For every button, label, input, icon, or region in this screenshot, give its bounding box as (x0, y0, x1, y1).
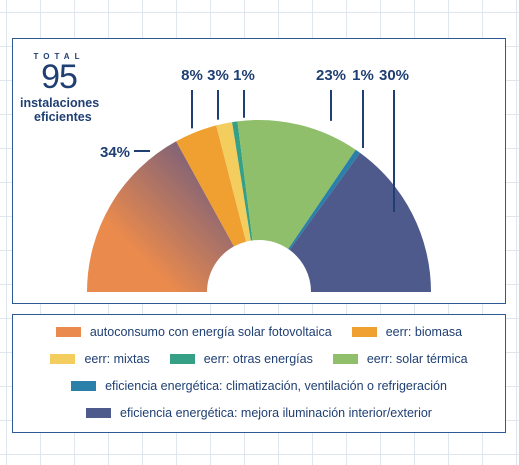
legend-item: autoconsumo con energía solar fotovoltai… (55, 325, 332, 339)
legend-swatch (71, 381, 97, 391)
legend-item: eerr: solar térmica (332, 352, 468, 366)
chart-value-labels: 34%8% 3% 1% 23% 1% 30% (100, 67, 409, 161)
legend-swatch (86, 408, 112, 418)
legend-item: eerr: otras energías (169, 352, 313, 366)
pie-slice (232, 121, 253, 241)
legend-item: eerr: mixtas (50, 352, 150, 366)
legend-label: eerr: otras energías (203, 352, 313, 366)
chart-legend: autoconsumo con energía solar fotovoltai… (12, 314, 506, 433)
legend-swatch (169, 354, 195, 364)
chart-leader-lines (134, 90, 395, 213)
chart-slices (87, 120, 431, 292)
total-count: 95 (41, 58, 78, 96)
legend-label: eerr: solar térmica (366, 352, 468, 366)
pie-slice (176, 125, 247, 247)
legend-swatch (351, 327, 377, 337)
pie-slice (216, 122, 251, 242)
legend-row-2: eerr: mixtas eerr: otras energías eerr: … (13, 352, 505, 366)
value-label: 30% (379, 67, 409, 84)
value-label: 23% (316, 67, 346, 84)
pie-slice (289, 152, 431, 292)
value-label: 8% (181, 67, 203, 84)
legend-label: autoconsumo con energía solar fotovoltai… (89, 325, 332, 339)
legend-swatch (55, 327, 81, 337)
legend-row-1: autoconsumo con energía solar fotovoltai… (13, 325, 505, 339)
value-label: 1% (352, 67, 374, 84)
legend-label: eerr: mixtas (84, 352, 150, 366)
pie-slice (87, 141, 234, 292)
legend-swatch (50, 354, 76, 364)
legend-item: eficiencia energética: climatización, ve… (71, 379, 447, 393)
legend-item: eficiencia energética: mejora iluminació… (86, 406, 432, 420)
legend-label: eficiencia energética: climatización, ve… (105, 379, 447, 393)
total-caption: TOTAL (33, 52, 85, 61)
total-subtitle-line1: instalaciones (20, 96, 100, 110)
value-label: 3% (207, 67, 229, 84)
pie-slice (288, 149, 361, 250)
legend-swatch (332, 354, 358, 364)
total-subtitle: instalaciones eficientes (20, 96, 130, 124)
legend-label: eficiencia energética: mejora iluminació… (120, 406, 432, 420)
legend-row-3: eficiencia energética: climatización, ve… (13, 379, 505, 393)
value-label: 34% (100, 144, 130, 161)
legend-label: eerr: biomasa (385, 325, 463, 339)
value-label: 1% (233, 67, 255, 84)
pie-slice (237, 120, 356, 249)
legend-item: eerr: biomasa (351, 325, 463, 339)
total-subtitle-line2: eficientes (34, 110, 92, 124)
legend-row-4: eficiencia energética: mejora iluminació… (13, 406, 505, 420)
